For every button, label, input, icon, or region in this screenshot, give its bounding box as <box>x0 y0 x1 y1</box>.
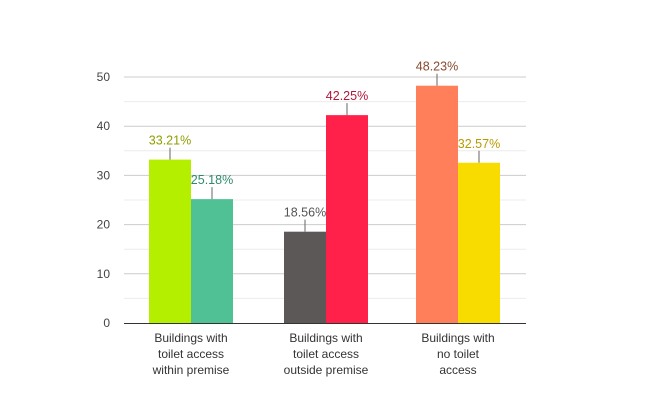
y-tick-label: 0 <box>103 316 110 330</box>
bar <box>326 115 368 323</box>
data-label: 25.18% <box>191 173 233 187</box>
data-label: 18.56% <box>284 206 326 220</box>
y-tick-label: 30 <box>97 168 111 182</box>
data-label: 48.23% <box>416 60 458 74</box>
x-axis-categories: Buildings with toilet access within premis… <box>152 331 495 377</box>
bar <box>149 159 191 323</box>
data-label: 32.57% <box>458 137 500 151</box>
bar <box>191 199 233 323</box>
y-tick-label: 10 <box>97 267 111 281</box>
y-tick-label: 50 <box>97 70 111 84</box>
bar <box>458 162 500 323</box>
category-label: Buildings with toilet access outside premi… <box>284 331 369 377</box>
data-labels: 33.21% 25.18% 18.56% 42.25% 48.23% 32.57% <box>149 60 500 232</box>
y-axis-ticks: 0 10 20 30 40 50 <box>97 70 111 330</box>
y-tick-label: 20 <box>97 218 111 232</box>
bar <box>416 85 458 323</box>
data-label: 42.25% <box>326 89 368 103</box>
category-label: Buildings with toilet access within premis… <box>152 331 230 377</box>
bar <box>284 231 326 323</box>
y-tick-label: 40 <box>97 119 111 133</box>
category-label: Buildings with no toilet access <box>421 331 494 377</box>
bars <box>149 85 500 323</box>
data-label: 33.21% <box>149 134 191 148</box>
